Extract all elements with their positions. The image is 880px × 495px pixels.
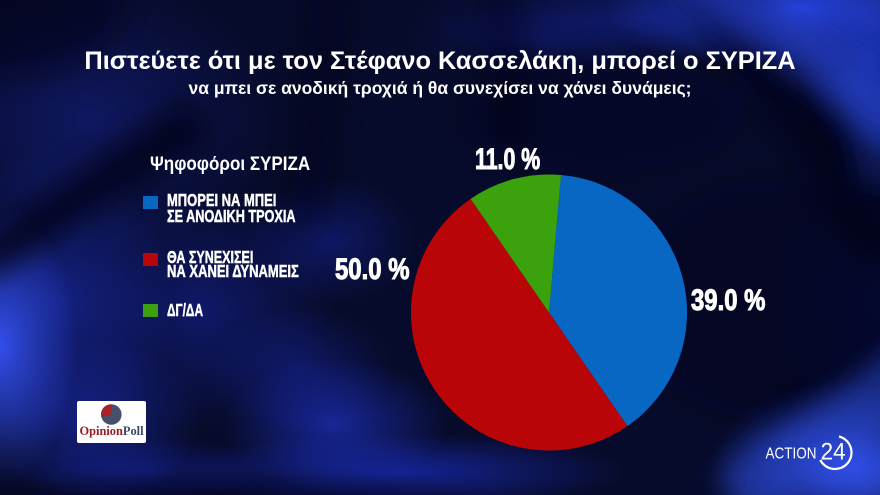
svg-text:ACTION: ACTION [766,446,817,463]
svg-text:24: 24 [821,439,846,466]
